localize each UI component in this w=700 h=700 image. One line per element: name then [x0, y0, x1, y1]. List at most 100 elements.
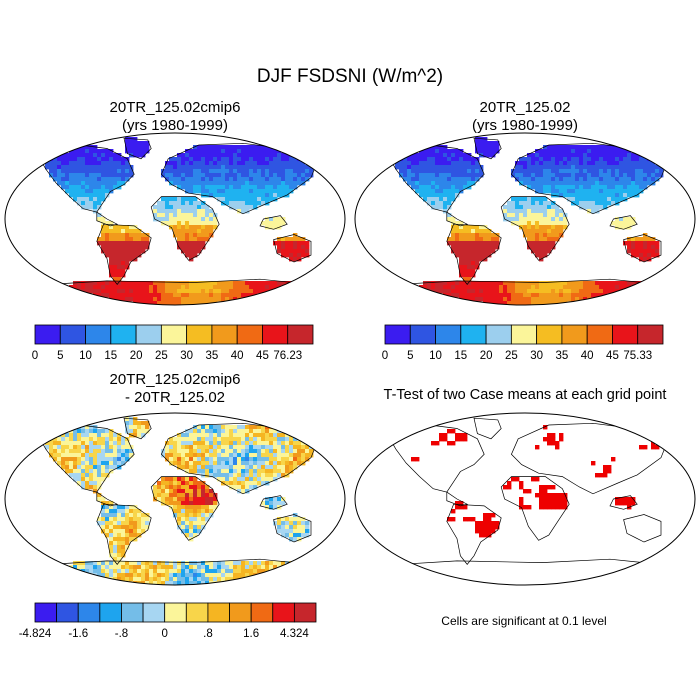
map-cell [539, 233, 544, 238]
map-cell [89, 449, 94, 454]
map-cell [253, 185, 258, 190]
map-cell [559, 297, 564, 302]
map-cell [89, 289, 94, 294]
map-cell [133, 153, 138, 158]
map-cell [105, 509, 110, 514]
map-cell [297, 521, 302, 526]
map-cell [177, 181, 182, 186]
map-cell [245, 489, 250, 494]
map-cell [241, 165, 246, 170]
map-cell [157, 577, 162, 582]
map-cell [611, 189, 616, 194]
colorbar-label: .8 [203, 628, 213, 640]
map-cell [121, 461, 126, 466]
map-cell [97, 493, 102, 498]
map-cell [289, 525, 294, 530]
map-cell [265, 177, 270, 182]
map-cell [523, 217, 528, 222]
map-cell [277, 501, 282, 506]
map-cell [81, 153, 86, 158]
map-cell [519, 209, 524, 214]
map-cell [261, 465, 266, 470]
map-cell [125, 517, 130, 522]
panel-1-colorbar: 0 5 10 15 20 25 30 35 40 45 76.23 [32, 324, 314, 362]
map-cell [133, 429, 138, 434]
map-cell [491, 153, 496, 158]
map-cell [209, 445, 214, 450]
map-cell [81, 181, 86, 186]
map-cell [253, 485, 258, 490]
map-cell [265, 501, 270, 506]
map-cell [463, 505, 468, 510]
map-cell [439, 437, 444, 442]
map-cell [635, 245, 640, 250]
map-cell [631, 165, 636, 170]
map-cell [257, 197, 262, 202]
map-cell [551, 161, 556, 166]
map-cell [527, 169, 532, 174]
map-cell [265, 441, 270, 446]
map-cell [173, 573, 178, 578]
map-cell [459, 225, 464, 230]
map-cell [623, 165, 628, 170]
map-cell [599, 145, 604, 150]
map-cell [197, 301, 202, 305]
map-cell [273, 225, 278, 230]
map-cell [635, 249, 640, 254]
map-cell [519, 297, 524, 302]
map-cell [241, 293, 246, 298]
map-cell [113, 529, 118, 534]
map-cell [105, 469, 110, 474]
map-cell [471, 273, 476, 278]
map-cell [225, 441, 230, 446]
map-cell [631, 241, 636, 246]
map-cell [213, 157, 218, 162]
map-cell [121, 261, 126, 266]
map-cell [197, 461, 202, 466]
map-cell [169, 213, 174, 218]
map-cell [145, 525, 150, 530]
map-cell [451, 149, 456, 154]
map-cell [571, 193, 576, 198]
map-cell [225, 181, 230, 186]
map-cell [169, 569, 174, 574]
map-cell [427, 181, 432, 186]
map-cell [229, 433, 234, 438]
map-cell [57, 445, 62, 450]
map-cell [121, 537, 126, 542]
map-cell [213, 437, 218, 442]
map-cell [193, 145, 198, 150]
map-cell [599, 169, 604, 174]
map-cell [491, 233, 496, 238]
map-cell [141, 433, 146, 438]
map-cell [209, 285, 214, 290]
map-cell [161, 493, 166, 498]
map-cell [439, 189, 444, 194]
map-cell [77, 185, 82, 190]
map-cell [109, 225, 114, 230]
map-cell [599, 205, 604, 210]
map-cell [495, 237, 500, 242]
map-cell [97, 457, 102, 462]
map-cell [273, 241, 278, 246]
map-cell [571, 153, 576, 158]
map-cell [647, 249, 652, 254]
colorbar-swatch [77, 602, 101, 623]
map-cell [229, 193, 234, 198]
map-cell [225, 153, 230, 158]
map-cell [575, 197, 580, 202]
map-cell [109, 429, 114, 434]
map-cell [117, 441, 122, 446]
map-cell [225, 561, 230, 566]
colorbar-swatch [460, 324, 487, 345]
map-cell [125, 505, 130, 510]
map-cell [157, 205, 162, 210]
map-cell [301, 441, 306, 446]
map-cell [523, 205, 528, 210]
mapD-cells [411, 425, 660, 538]
map-cell [189, 469, 194, 474]
map-cell [93, 209, 98, 214]
map-cell [539, 493, 544, 498]
map-cell [197, 229, 202, 234]
map-cell [519, 497, 524, 502]
